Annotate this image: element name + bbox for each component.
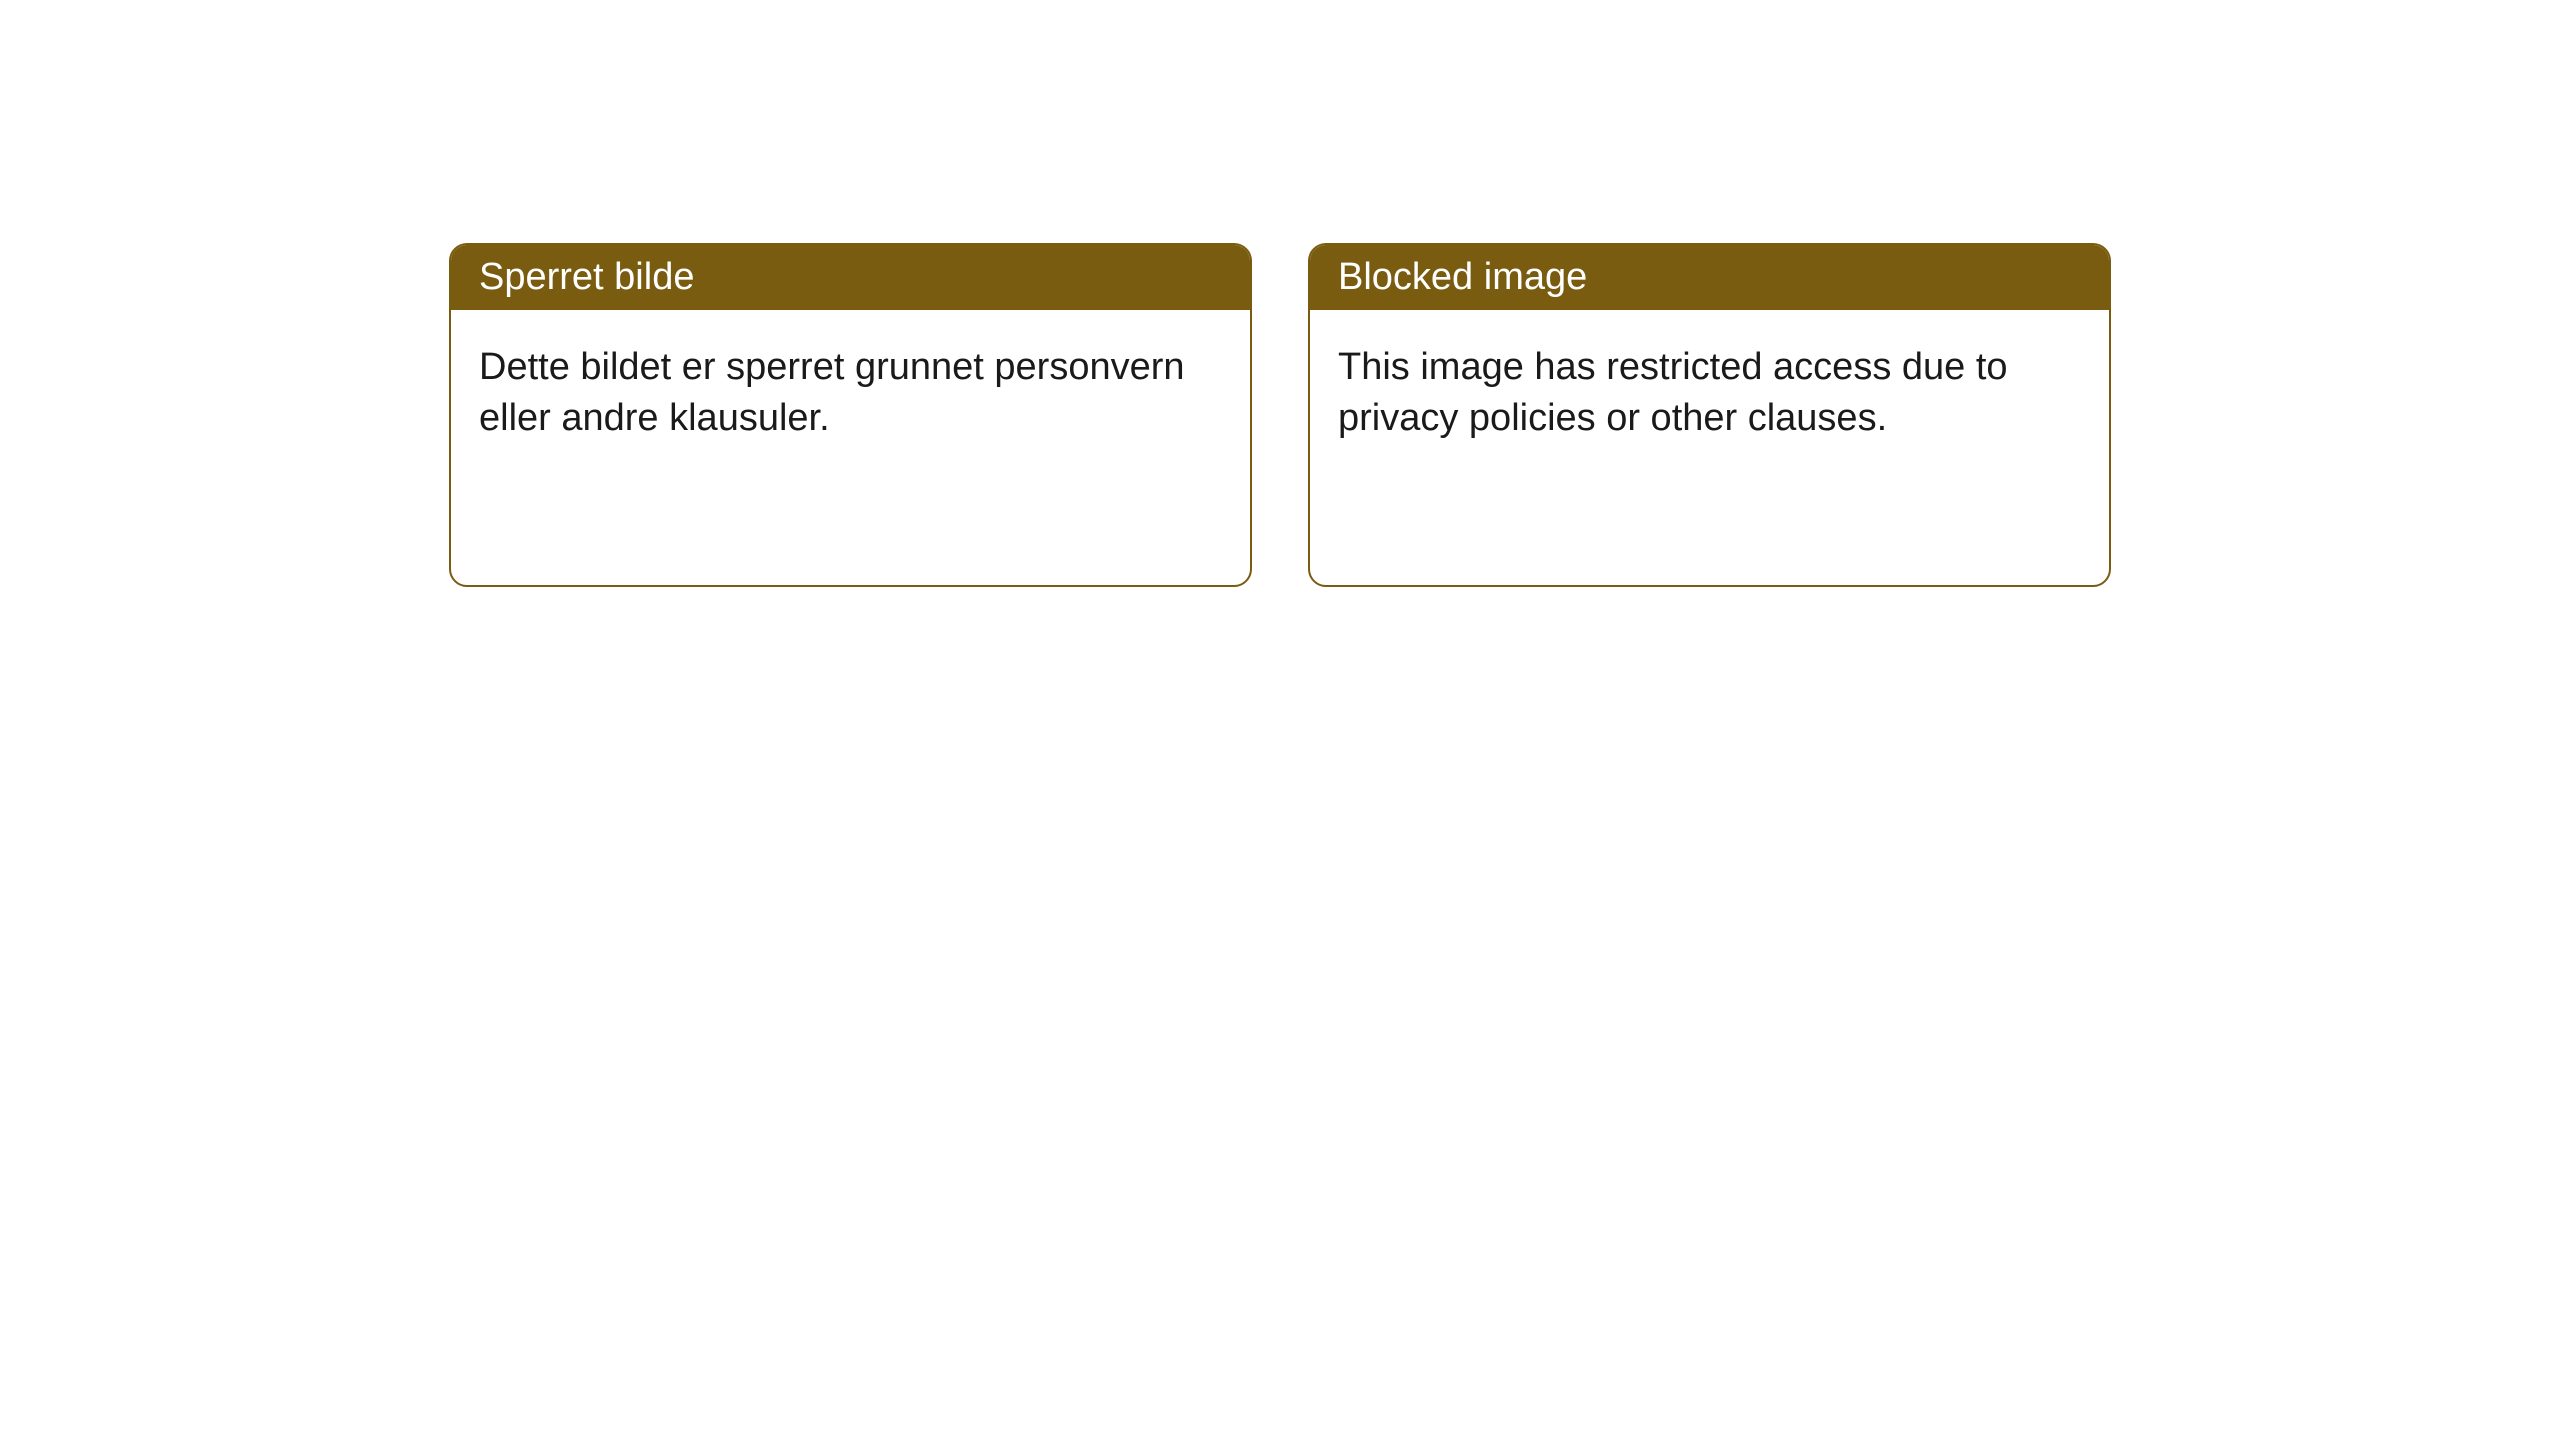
notice-title-english: Blocked image xyxy=(1310,245,2109,310)
notice-container: Sperret bilde Dette bildet er sperret gr… xyxy=(0,0,2560,587)
notice-card-norwegian: Sperret bilde Dette bildet er sperret gr… xyxy=(449,243,1252,587)
notice-card-english: Blocked image This image has restricted … xyxy=(1308,243,2111,587)
notice-body-norwegian: Dette bildet er sperret grunnet personve… xyxy=(451,310,1250,585)
notice-body-english: This image has restricted access due to … xyxy=(1310,310,2109,585)
notice-title-norwegian: Sperret bilde xyxy=(451,245,1250,310)
